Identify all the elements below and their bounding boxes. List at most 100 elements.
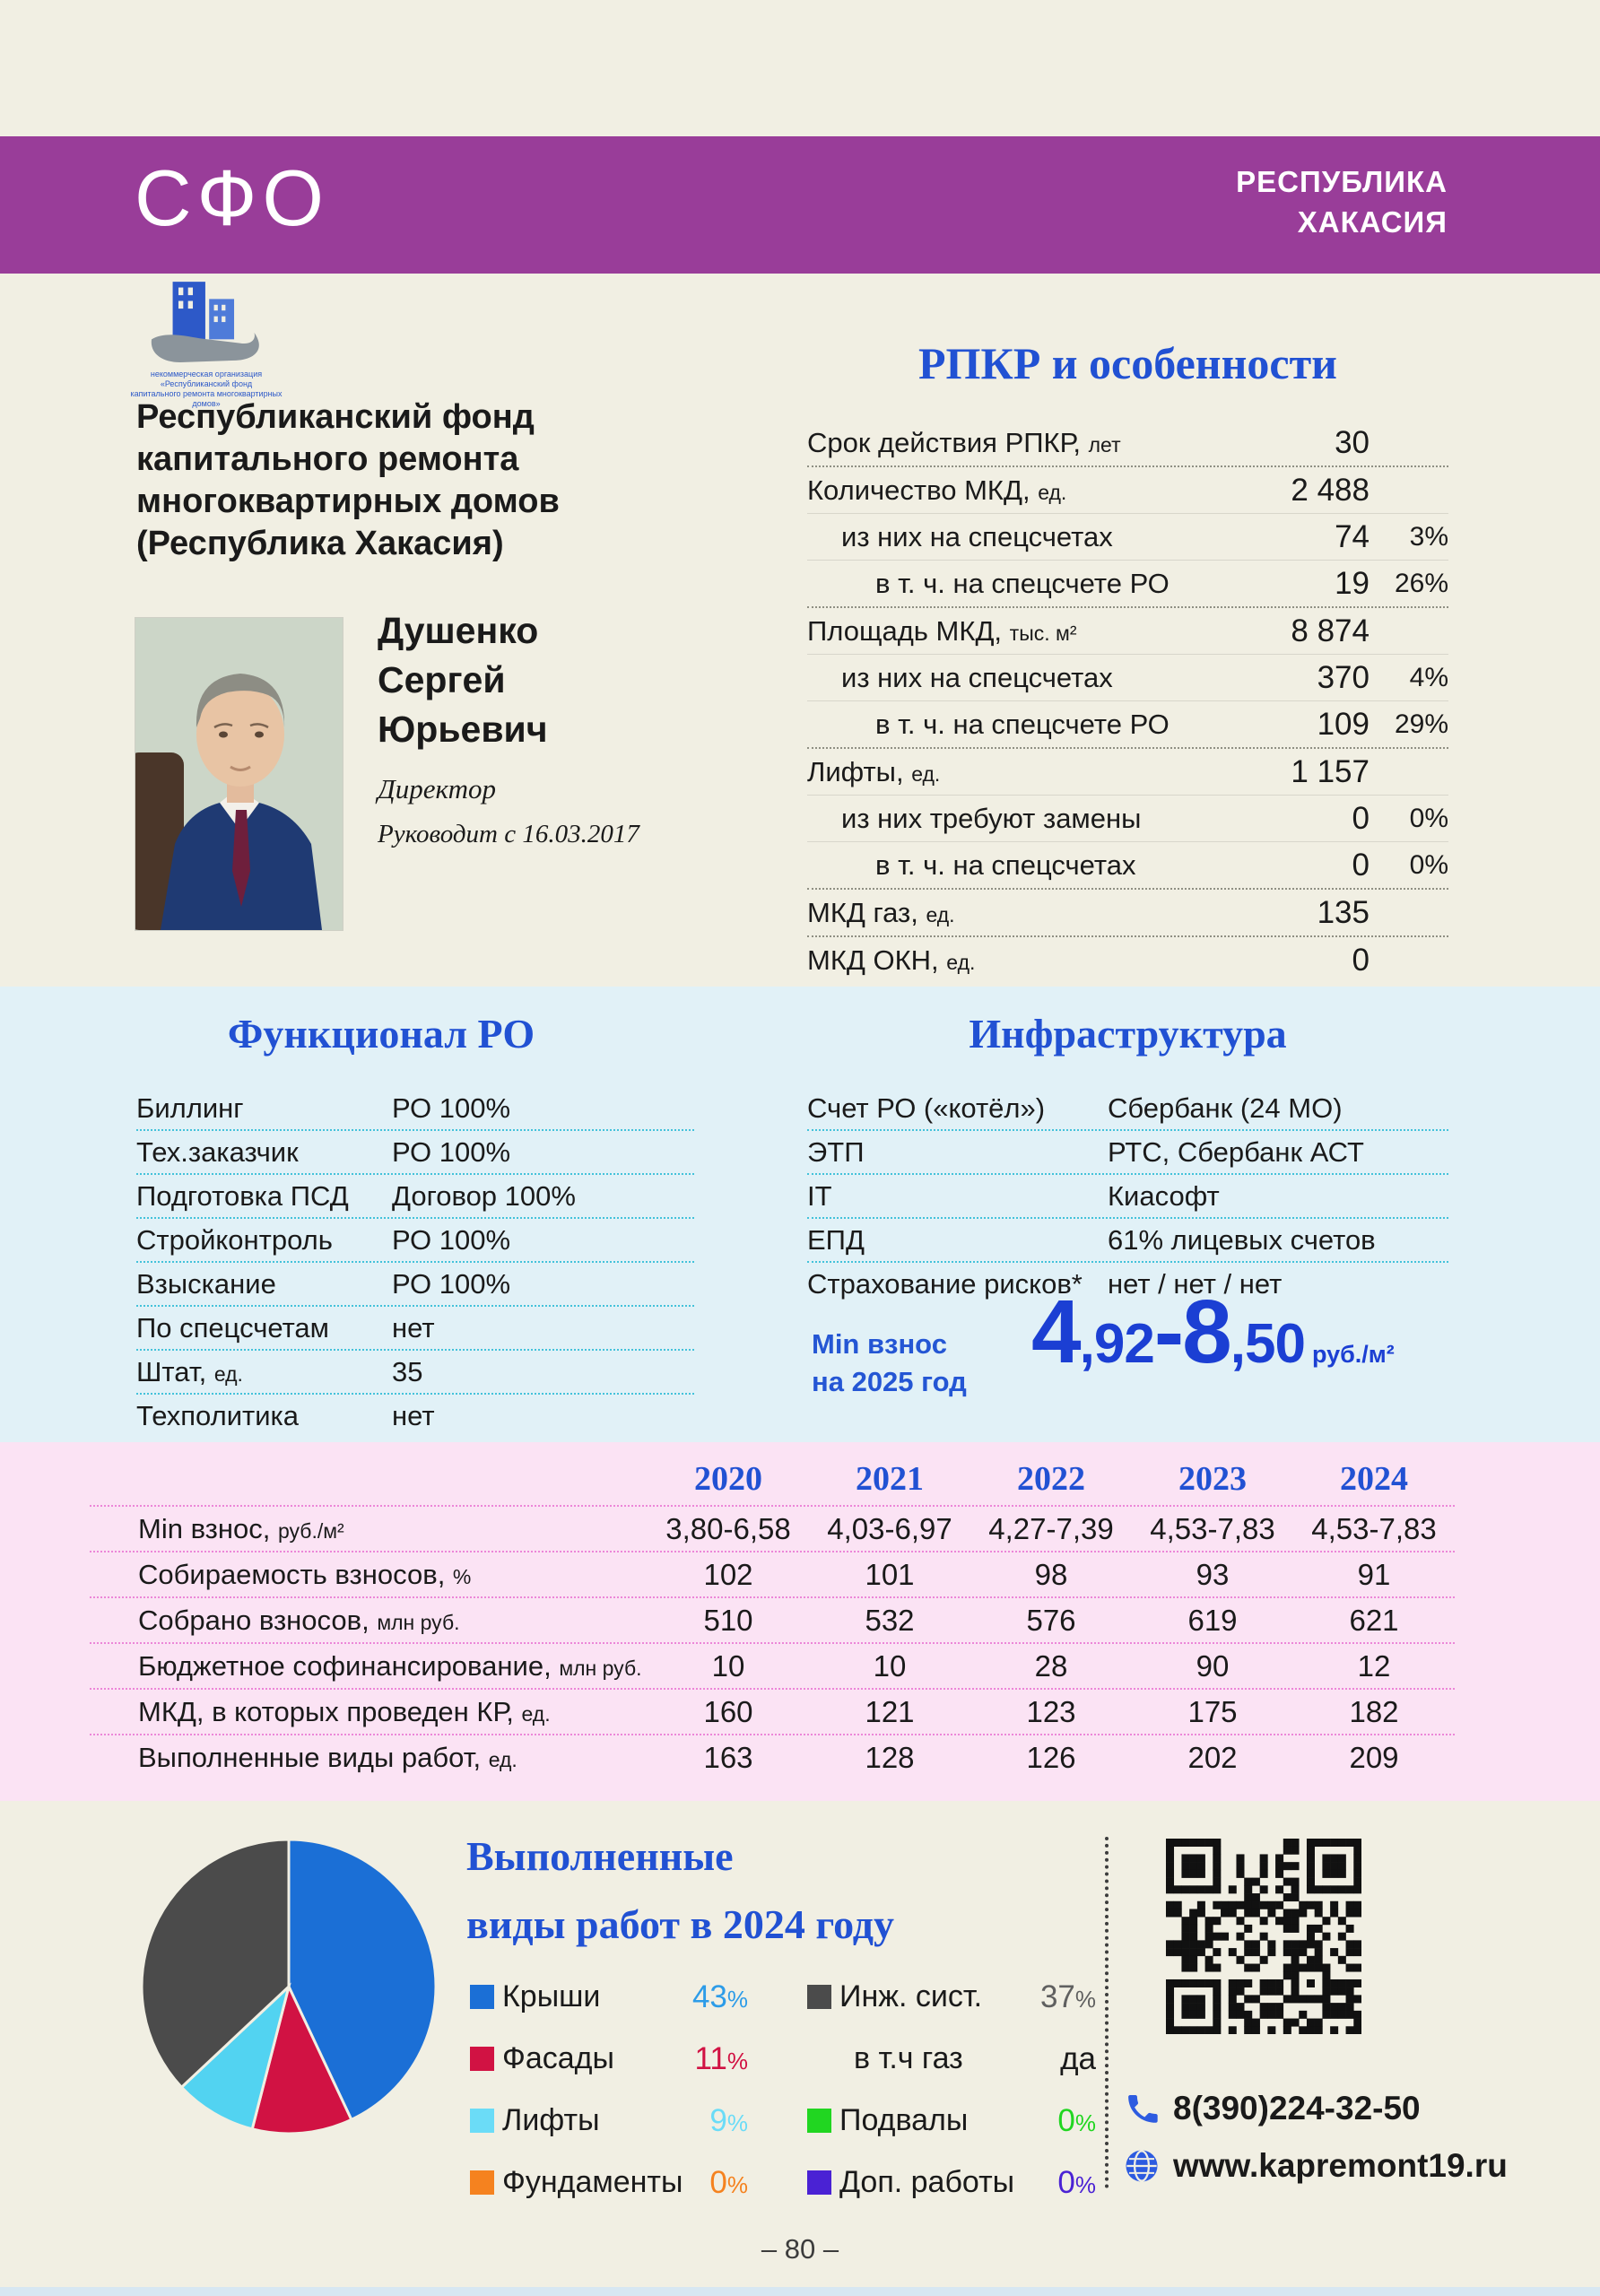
- years-row-value: 619: [1187, 1603, 1238, 1637]
- chart-title-line: виды работ в 2024 году: [466, 1901, 895, 1947]
- functional-row-value: РО 100%: [392, 1091, 511, 1124]
- director-middle-name: Юрьевич: [378, 709, 548, 750]
- years-data-row: Min взнос, руб./м² 3,80-6,58 4,03-6,97 4,27…: [90, 1507, 1455, 1552]
- rpkr-row-value: 19: [1335, 565, 1370, 601]
- infrastructure-row: Счет РО («котёл») Сбербанк (24 МО): [807, 1087, 1448, 1131]
- label-unit: ед.: [213, 1361, 243, 1386]
- functional-row-label: По спецсчетам: [136, 1311, 329, 1344]
- legend-value: 0%: [1057, 2102, 1096, 2138]
- years-row-label: Бюджетное софинансирование, млн руб.: [138, 1649, 642, 1682]
- rpkr-row: в т. ч. на спецсчете РО 109 29%: [807, 701, 1448, 749]
- label-unit: лет: [1088, 432, 1121, 457]
- label-unit: ед.: [911, 761, 941, 786]
- legend-value: 43%: [691, 1979, 748, 2014]
- legend-swatch-icon: [807, 1985, 831, 2009]
- years-data-row: Собираемость взносов, % 102 101 98 93 91: [90, 1552, 1455, 1598]
- rpkr-row-label: в т. ч. на спецсчетах: [875, 848, 1136, 881]
- functional-row-value: нет: [392, 1311, 435, 1344]
- years-row-value: 532: [865, 1603, 915, 1637]
- legend-item: Фасады 11%: [470, 2028, 748, 2090]
- rpkr-row-value: 135: [1317, 894, 1370, 930]
- pie-slice-Инж. сист.: [140, 1838, 291, 2090]
- region-line-2: ХАКАСИЯ: [1297, 205, 1448, 239]
- phone-icon: [1128, 2094, 1158, 2123]
- percent-sign: %: [1074, 2109, 1096, 2136]
- infrastructure-row: ЭТП РТС, Сбербанк АСТ: [807, 1131, 1448, 1175]
- rpkr-row: Площадь МКД, тыс. м² 8 874: [807, 608, 1448, 655]
- legend-item: Инж. сист. 37%: [807, 1966, 1096, 2028]
- year-column-header: 2024: [1340, 1460, 1408, 1498]
- legend-item: Лифты 9%: [470, 2090, 748, 2152]
- rpkr-row-label: Срок действия РПКР, лет: [807, 426, 1121, 458]
- chart-title: Выполненные виды работ в 2024 году: [466, 1822, 1112, 1959]
- rpkr-row: Лифты, ед. 1 157: [807, 749, 1448, 796]
- min-fee-part: -8: [1153, 1282, 1232, 1382]
- pie-legend-column-1: Крыши 43% Фасады 11% Лифты 9% Фундаменты 0%: [470, 1966, 748, 2213]
- rpkr-row-value: 0: [1352, 847, 1370, 883]
- rpkr-row: МКД ОКН, ед. 0: [807, 937, 1448, 983]
- years-row-value: 128: [865, 1740, 915, 1774]
- functional-row: Техполитика нет: [136, 1395, 694, 1437]
- rpkr-row: из них на спецсчетах 370 4%: [807, 655, 1448, 701]
- years-data-row: Бюджетное софинансирование, млн руб. 10 10…: [90, 1644, 1455, 1690]
- director-last-name: Душенко: [378, 610, 539, 651]
- min-fee-part: 4: [1031, 1282, 1082, 1382]
- director-name: Душенко Сергей Юрьевич: [378, 606, 548, 754]
- org-name: Республиканский фонд капитального ремонт…: [136, 396, 710, 565]
- infrastructure-row-label: ЕПД: [807, 1223, 865, 1256]
- label-unit: ед.: [1038, 480, 1067, 504]
- years-row-value: 4,53-7,83: [1311, 1511, 1437, 1545]
- rpkr-row-label: Площадь МКД, тыс. м²: [807, 614, 1077, 647]
- min-fee-part: ,50: [1230, 1313, 1306, 1375]
- rpkr-row: МКД газ, ед. 135: [807, 890, 1448, 937]
- rpkr-table: Срок действия РПКР, лет 30 Количество МКД,…: [807, 420, 1448, 983]
- legend-label: Подвалы: [839, 2103, 969, 2137]
- legend-value: да: [1060, 2040, 1096, 2076]
- legend-swatch-icon: [807, 2109, 831, 2133]
- year-column-header: 2023: [1178, 1460, 1247, 1498]
- infrastructure-row-label: ЭТП: [807, 1135, 865, 1168]
- years-row-label: Собираемость взносов, %: [138, 1558, 472, 1590]
- header-bar: СФО РЕСПУБЛИКА ХАКАСИЯ: [0, 136, 1600, 274]
- functional-row-label: Штат, ед.: [136, 1355, 243, 1387]
- years-header-row: 2020 2021 2022 2023 2024: [90, 1453, 1455, 1507]
- website-url: www.kapremont19.ru: [1173, 2147, 1508, 2184]
- portrait-image: [135, 618, 343, 930]
- years-row-value: 209: [1349, 1740, 1399, 1774]
- legend-swatch-icon: [470, 2170, 494, 2195]
- min-fee-label: Min взнос на 2025 год: [812, 1326, 967, 1401]
- years-row-value: 621: [1349, 1603, 1399, 1637]
- functional-row-label: Взыскание: [136, 1267, 276, 1300]
- org-name-line: капитального ремонта: [136, 440, 519, 478]
- rpkr-row-pct: 0%: [1409, 803, 1448, 833]
- rpkr-row-value: 109: [1317, 706, 1370, 742]
- legend-item: Крыши 43%: [470, 1966, 748, 2028]
- region-label: РЕСПУБЛИКА ХАКАСИЯ: [1236, 161, 1448, 242]
- functional-section-title: Функционал РО: [227, 1011, 535, 1057]
- functional-infrastructure-band: [0, 987, 1600, 1442]
- functional-row-label: Биллинг: [136, 1091, 244, 1124]
- phone-number: 8(390)224-32-50: [1173, 2090, 1421, 2126]
- rpkr-row-label: МКД газ, ед.: [807, 896, 955, 928]
- logo-caption-line: «Республиканский фонд: [160, 379, 253, 388]
- pie-slice-Фасады: [250, 1982, 353, 2135]
- legend-value: 9%: [709, 2102, 748, 2138]
- functional-row: Стройконтроль РО 100%: [136, 1219, 694, 1263]
- years-row-value: 510: [703, 1603, 753, 1637]
- years-band: [0, 1442, 1600, 1801]
- years-data-row: Собрано взносов, млн руб. 510 532 576 619 621: [90, 1598, 1455, 1644]
- chart-title-line: Выполненные: [466, 1833, 734, 1879]
- years-row-value: 4,03-6,97: [827, 1511, 952, 1545]
- years-row-value: 175: [1187, 1694, 1238, 1728]
- label-unit: ед.: [926, 902, 955, 926]
- years-row-value: 102: [703, 1557, 753, 1591]
- year-column-header: 2022: [1017, 1460, 1085, 1498]
- vertical-divider: [1105, 1837, 1109, 2188]
- region-line-1: РЕСПУБЛИКА: [1236, 165, 1448, 198]
- years-row-value: 123: [1026, 1694, 1076, 1728]
- percent-sign: %: [726, 2047, 748, 2074]
- rpkr-row: в т. ч. на спецсчете РО 19 26%: [807, 561, 1448, 608]
- functional-row-value: Договор 100%: [392, 1179, 576, 1212]
- years-row-value: 163: [703, 1740, 753, 1774]
